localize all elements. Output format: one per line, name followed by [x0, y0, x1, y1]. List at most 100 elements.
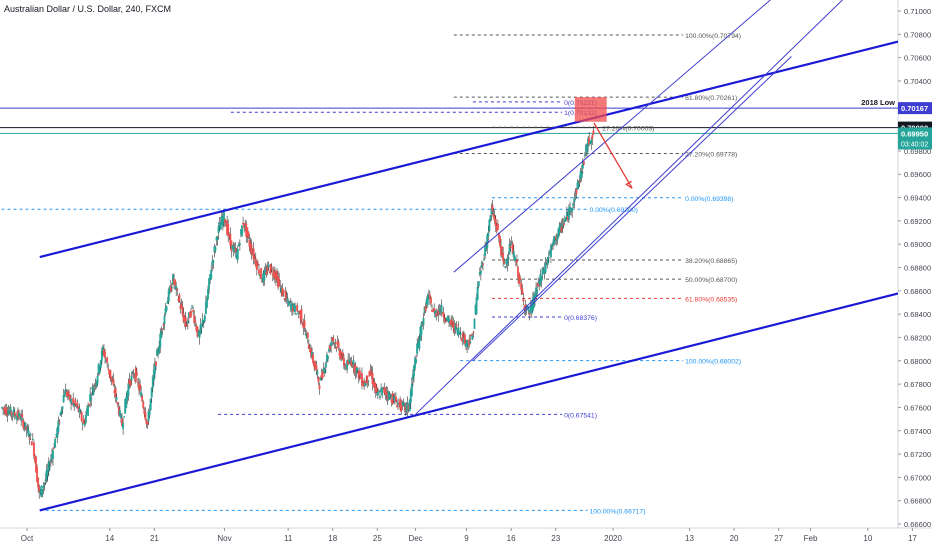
trendline-minor-channel-mid[interactable]: [472, 56, 792, 362]
price-tick-label: 0.71000: [904, 7, 931, 16]
candle-body: [247, 231, 250, 238]
candle-body: [578, 181, 581, 183]
candle-body: [413, 365, 415, 377]
candle-body: [294, 305, 297, 313]
price-tick-label: 0.69000: [904, 240, 931, 249]
candle-body: [499, 236, 501, 246]
candle-body: [315, 364, 318, 371]
price-tick-label: 0.68400: [904, 310, 931, 319]
target-zone-box[interactable]: [574, 97, 607, 122]
price-tick-label: 0.69200: [904, 217, 931, 226]
candle-body: [90, 397, 93, 400]
candle-body: [426, 294, 429, 305]
candle-body: [191, 305, 194, 307]
candle-body: [342, 357, 345, 366]
fib-level-label: 0.00%(0.69300): [590, 207, 638, 214]
candle-body: [471, 336, 474, 340]
candle-body: [83, 423, 86, 426]
time-tick-label: 9: [464, 534, 469, 543]
candle-body: [479, 270, 482, 275]
time-tick-label: 14: [105, 534, 114, 543]
candle-body: [459, 333, 462, 335]
candle-body: [300, 309, 303, 322]
candle-body: [238, 243, 241, 246]
candle-body: [442, 312, 445, 318]
candle-body: [120, 415, 122, 419]
candle-body: [454, 323, 457, 331]
candle-body: [136, 381, 139, 383]
candle-body: [288, 300, 291, 303]
candle-body: [71, 403, 74, 405]
candle-body: [489, 215, 492, 221]
time-tick-label: 11: [284, 534, 293, 543]
price-tick-label: 0.68800: [904, 264, 931, 273]
price-tick-label: 0.68200: [904, 333, 931, 342]
candle-body: [208, 278, 211, 290]
candle-body: [424, 306, 427, 312]
projection-arrow-head: [625, 180, 633, 189]
trendline-minor-channel-upper[interactable]: [453, 0, 792, 273]
price-tick-label: 0.66600: [904, 520, 931, 529]
trendline-channel-lower-thick[interactable]: [39, 285, 932, 512]
time-tick-label: Oct: [21, 534, 34, 543]
trendline-minor-channel-lower[interactable]: [415, 0, 856, 415]
candles: [1, 126, 595, 499]
current-price-tag-bg: [898, 127, 932, 150]
candle-body: [142, 401, 145, 409]
candle-body: [49, 459, 52, 462]
candle-body: [283, 298, 286, 300]
candle-body: [31, 438, 34, 441]
candle-body: [580, 171, 583, 178]
candle-body: [18, 412, 20, 417]
candle-body: [361, 372, 363, 386]
candle-body: [61, 406, 64, 410]
candle-body: [549, 245, 552, 258]
candle-body: [575, 188, 578, 194]
candle-body: [241, 225, 243, 237]
candle-body: [522, 299, 525, 302]
trendline-channel-upper-thick[interactable]: [39, 33, 932, 259]
fib-level-label: 27.20%(0.70003): [602, 125, 654, 132]
time-tick-label: Feb: [804, 534, 818, 543]
candle-body: [67, 391, 70, 394]
candle-body: [475, 297, 478, 314]
candle-body: [494, 218, 497, 227]
projection-arrow-shaft[interactable]: [593, 122, 633, 189]
candle-body: [307, 344, 310, 349]
candle-body: [564, 217, 567, 222]
candle-body: [582, 161, 585, 165]
candle-body: [521, 288, 524, 295]
candle-body: [37, 477, 40, 488]
candle-body: [200, 323, 203, 328]
candle-body: [477, 281, 480, 287]
candle-body: [206, 298, 208, 308]
candle-body: [159, 333, 162, 348]
candle-body: [536, 289, 539, 293]
candle-body: [28, 438, 31, 440]
candle-body: [227, 224, 230, 237]
candle-body: [52, 450, 54, 459]
candle-body: [29, 434, 32, 436]
candle-body: [469, 341, 472, 344]
candle-body: [186, 320, 189, 324]
candle-body: [544, 262, 547, 273]
candle-body: [258, 269, 260, 274]
candle-body: [394, 396, 397, 402]
candle-body: [216, 237, 219, 241]
candle-body: [509, 246, 512, 248]
candle-body: [396, 405, 398, 408]
price-tick-label: 0.69600: [904, 170, 931, 179]
candle-body: [148, 411, 151, 415]
candle-body: [324, 363, 327, 368]
time-tick-label: 21: [150, 534, 159, 543]
trendlines: [39, 0, 932, 512]
candle-body: [181, 306, 184, 315]
candle-body: [160, 331, 163, 338]
candle-body: [74, 399, 77, 405]
candle-body: [337, 342, 340, 348]
candle-body: [279, 285, 282, 287]
candle-body: [263, 270, 266, 281]
time-tick-label: 25: [373, 534, 382, 543]
